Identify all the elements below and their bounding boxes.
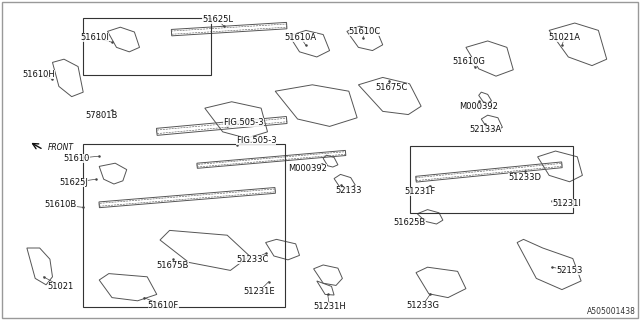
Text: 52153: 52153: [556, 266, 583, 275]
Text: A505001438: A505001438: [587, 307, 636, 316]
Text: FIG.505-3: FIG.505-3: [236, 136, 276, 145]
Bar: [83, 144, 285, 307]
Text: 52133A: 52133A: [469, 125, 501, 134]
Text: 51675B: 51675B: [157, 261, 189, 270]
Text: 51610B: 51610B: [45, 200, 77, 209]
Text: FIG.505-3: FIG.505-3: [223, 118, 264, 127]
Text: 51610G: 51610G: [452, 57, 485, 66]
Text: M000392: M000392: [460, 102, 498, 111]
Text: 51610A: 51610A: [285, 33, 317, 42]
Text: 51625B: 51625B: [394, 218, 426, 227]
Text: 51610H: 51610H: [22, 70, 55, 79]
Text: 51233C: 51233C: [237, 255, 269, 264]
Text: M000392: M000392: [288, 164, 326, 173]
Text: 51021A: 51021A: [548, 33, 580, 42]
Text: 51625J: 51625J: [59, 178, 88, 187]
Bar: [83, 18, 211, 75]
Text: 51610F: 51610F: [148, 301, 179, 310]
Bar: [410, 146, 573, 213]
Text: 51610I: 51610I: [80, 33, 109, 42]
Text: 51625L: 51625L: [202, 15, 233, 24]
Text: 51233G: 51233G: [406, 301, 439, 310]
Text: 51231F: 51231F: [405, 187, 436, 196]
Text: 52133: 52133: [335, 186, 362, 195]
Text: 51231I: 51231I: [552, 199, 581, 208]
Text: 51675C: 51675C: [376, 83, 408, 92]
Text: 51021: 51021: [47, 282, 74, 291]
Text: 51233D: 51233D: [508, 173, 541, 182]
Text: 51610C: 51610C: [349, 27, 381, 36]
Text: 51231E: 51231E: [243, 287, 275, 296]
Text: FRONT: FRONT: [47, 143, 74, 152]
Text: 51231H: 51231H: [313, 302, 346, 311]
Text: 57801B: 57801B: [85, 111, 117, 120]
Text: 51610: 51610: [63, 154, 90, 163]
